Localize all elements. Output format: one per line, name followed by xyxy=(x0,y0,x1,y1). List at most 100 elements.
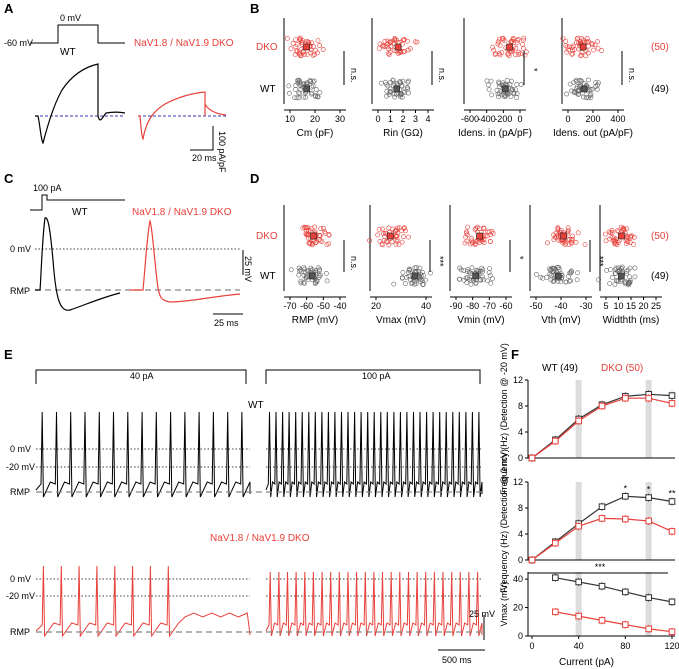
dko-data-point xyxy=(379,226,385,232)
swarm-tick-label: -90 xyxy=(449,301,462,311)
panel-e-label: E xyxy=(4,347,13,362)
dko-data-point xyxy=(497,43,503,49)
wt-data-point xyxy=(391,281,397,287)
wt-data-point xyxy=(538,274,544,280)
dko-data-point xyxy=(293,44,299,50)
d-n-wt: (49) xyxy=(651,271,669,282)
dko-mean-marker xyxy=(310,232,317,240)
e-dko-trace-100pa xyxy=(265,571,483,637)
dko-data-point xyxy=(481,225,487,231)
f-y-tick-label: 40 xyxy=(513,574,523,584)
swarm-subplot-4: 5 10 15 20 25 Widthth (ms) xyxy=(596,205,662,326)
wt-data-point xyxy=(477,277,483,282)
series-0-point xyxy=(552,574,559,581)
dko-data-point xyxy=(297,35,303,41)
panel-c: C 100 pA WT NaV1.8 / NaV1.9 DKO 0 mV RMP… xyxy=(4,171,253,328)
dko-data-point xyxy=(288,46,294,52)
wt-data-point xyxy=(612,282,618,287)
wt-data-point xyxy=(418,273,424,279)
swarm-xlabel: Widthth (ms) xyxy=(603,315,660,326)
e-step-left xyxy=(35,369,247,384)
wt-data-point xyxy=(488,78,494,84)
dko-data-point xyxy=(566,44,572,50)
panel-b-label: B xyxy=(250,1,259,16)
swarm-xlabel: Vth (mV) xyxy=(541,315,580,326)
wt-data-point xyxy=(404,85,410,90)
wt-data-point xyxy=(496,81,502,87)
wt-data-point xyxy=(295,78,301,84)
dko-data-point xyxy=(613,241,618,247)
swarm-tick-label: 1 xyxy=(388,114,393,124)
wt-data-point xyxy=(627,265,633,271)
dko-data-point xyxy=(315,38,321,43)
wt-data-point xyxy=(576,91,581,97)
series-0-point xyxy=(598,582,606,590)
e-wt-rmp-label: RMP xyxy=(10,487,30,497)
dko-data-point xyxy=(472,227,478,233)
dko-data-point xyxy=(551,232,556,238)
wt-data-point xyxy=(463,275,469,281)
swarm-tick-label: -200 xyxy=(494,114,512,124)
wt-data-point xyxy=(540,275,546,281)
dko-data-point xyxy=(518,51,523,57)
f-y-tick-label: 12 xyxy=(513,477,523,487)
series-1-point xyxy=(622,394,629,402)
dko-data-point xyxy=(304,52,310,58)
significance-mark: n.s. xyxy=(349,68,359,83)
wt-data-point xyxy=(594,86,600,92)
dko-data-point xyxy=(367,238,372,243)
wt-data-point xyxy=(486,87,492,92)
dko-data-point xyxy=(376,226,382,232)
wt-data-point xyxy=(305,277,311,283)
wt-data-point xyxy=(563,279,569,285)
dko-data-point xyxy=(464,230,469,236)
dko-data-point xyxy=(377,41,383,47)
wt-data-point xyxy=(390,82,396,88)
swarm-tick-label: 20 xyxy=(638,301,648,311)
c-rmp-label: RMP xyxy=(10,286,30,296)
wt-data-point xyxy=(301,272,307,278)
significance-mark: n.s. xyxy=(349,256,359,271)
dko-data-point xyxy=(591,47,596,53)
dko-data-point xyxy=(377,238,383,244)
wt-data-point xyxy=(313,87,319,92)
series-1-point xyxy=(575,612,582,620)
dko-data-point xyxy=(570,233,575,239)
dko-data-point xyxy=(583,38,589,44)
legend-wt: WT (49) xyxy=(542,363,578,374)
wt-data-point xyxy=(496,79,501,85)
wt-data-point xyxy=(504,77,510,83)
dko-data-point xyxy=(521,35,527,41)
wt-data-point xyxy=(568,268,574,274)
dko-data-point xyxy=(631,241,636,247)
dko-data-point xyxy=(522,52,528,58)
f-y-tick-label: 0 xyxy=(518,555,523,565)
wt-data-point xyxy=(293,87,298,92)
swarm-tick-label: 25 xyxy=(651,301,661,311)
dko-data-point xyxy=(584,36,590,41)
series-line-0 xyxy=(555,577,673,603)
wt-data-point xyxy=(581,94,586,100)
dko-data-point xyxy=(608,230,614,236)
f-x-tick-label: 0 xyxy=(529,641,534,651)
dko-data-point xyxy=(627,240,633,245)
dko-data-point xyxy=(320,226,326,231)
dko-mean-marker xyxy=(476,232,483,240)
highlight-band xyxy=(645,380,652,458)
series-1-point xyxy=(622,515,629,523)
dko-data-point xyxy=(386,242,392,248)
e-wt-m20-label: -20 mV xyxy=(6,462,35,472)
wt-data-point xyxy=(473,280,479,286)
wt-data-point xyxy=(588,91,594,97)
wt-data-point xyxy=(509,86,515,92)
wt-data-point xyxy=(315,265,321,271)
swarm-tick-label: -80 xyxy=(466,301,479,311)
dko-data-point xyxy=(393,228,398,234)
wt-current-trace xyxy=(35,63,126,145)
f-ylabel: Frequency (Hz) (Detection @ -20 mV) xyxy=(499,343,509,495)
wt-data-point xyxy=(467,270,473,276)
f-y-tick-label: 4 xyxy=(518,529,523,539)
dko-data-point xyxy=(555,227,561,233)
f-significance-mark: ** xyxy=(668,489,676,499)
